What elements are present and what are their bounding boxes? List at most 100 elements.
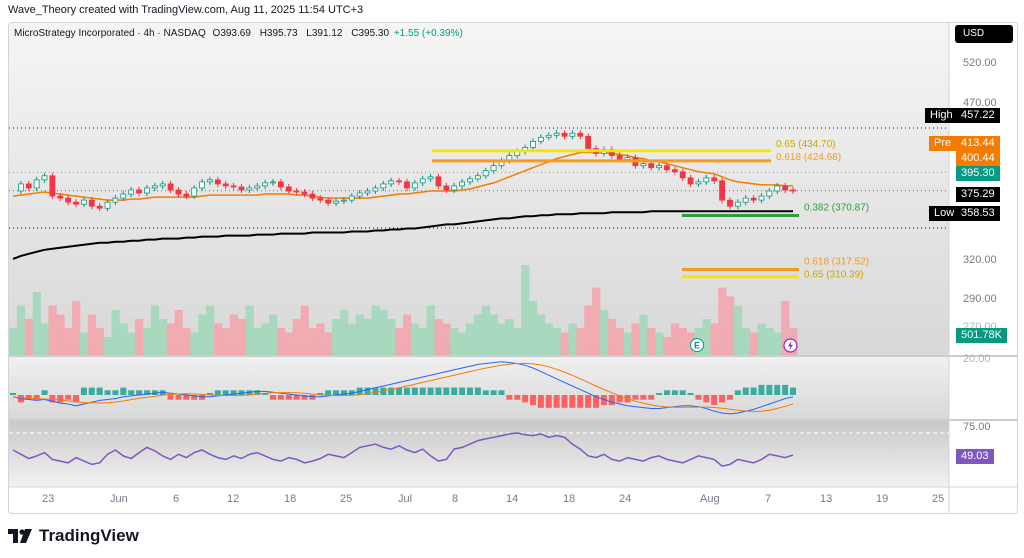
open-key: O <box>212 28 221 39</box>
macd-histogram-bar <box>679 390 686 395</box>
macd-histogram-bar <box>262 393 269 395</box>
volume-bar <box>198 314 207 355</box>
volume-bar <box>489 314 498 355</box>
tradingview-logo-icon <box>8 529 32 543</box>
svg-text:E: E <box>694 341 700 351</box>
macd-histogram-bar <box>388 387 395 395</box>
x-tick: 23 <box>42 493 55 505</box>
rsi-axis-tick: 75.00 <box>963 421 991 433</box>
candle-body <box>341 199 347 202</box>
candle-body <box>782 185 789 191</box>
candle-body <box>711 177 718 182</box>
macd-histogram-bar <box>726 395 733 400</box>
volume-bar <box>190 332 199 355</box>
macd-histogram-bar <box>671 390 678 395</box>
macd-histogram-bar <box>364 387 371 395</box>
high-value: 395.73 <box>266 28 298 39</box>
ema-price-tag: 400.44 <box>956 151 1000 166</box>
macd-histogram-bar <box>466 387 473 395</box>
pre-market-price-tag: 413.44 <box>956 136 1000 151</box>
volume-bar <box>119 323 128 355</box>
candle-body <box>57 195 64 199</box>
candle-body <box>65 197 72 203</box>
x-tick: 19 <box>876 493 889 505</box>
chart-frame[interactable]: 0.65 (434.70) 0.618 (424.68) 0.382 (370.87… <box>8 22 1018 514</box>
macd-histogram-bar <box>703 395 710 403</box>
macd-histogram-bar <box>719 395 726 403</box>
currency-button[interactable]: USD <box>955 25 1013 43</box>
candle-body <box>128 189 135 195</box>
fib-650-label: 0.65 (434.70) <box>776 139 836 150</box>
chart-canvas[interactable]: 0.65 (434.70) 0.618 (424.68) 0.382 (370.87… <box>9 23 1017 513</box>
candle-body <box>742 197 749 203</box>
x-tick: 25 <box>932 493 945 505</box>
volume-bar <box>607 319 617 355</box>
candle-body <box>285 186 292 192</box>
macd-histogram-bar <box>10 393 16 395</box>
volume-bar <box>371 305 380 355</box>
macd-histogram-bar <box>530 395 536 406</box>
candle-body <box>616 155 623 160</box>
volume-bar <box>284 332 294 355</box>
macd-histogram-bar <box>506 395 513 400</box>
candle-body <box>73 201 79 205</box>
high-tag: High <box>925 108 958 123</box>
sma-price-tag: 375.29 <box>956 187 1000 202</box>
candle-body <box>41 175 48 181</box>
x-tick: Jun <box>110 493 128 505</box>
macd-histogram-bar <box>766 384 773 395</box>
volume-bar <box>473 314 483 355</box>
candle-body <box>459 181 465 187</box>
volume-bar <box>158 319 168 355</box>
candle-body <box>191 187 198 197</box>
candle-body <box>766 190 773 197</box>
main-pane-bg <box>9 23 949 355</box>
candle-body <box>246 187 253 191</box>
volume-bar <box>513 328 522 355</box>
macd-histogram-bar <box>600 395 607 406</box>
x-tick: Jul <box>398 493 413 505</box>
volume-bar <box>584 305 593 355</box>
macd-histogram-bar <box>270 395 276 400</box>
tradingview-logo[interactable]: TradingView <box>8 526 139 546</box>
macd-histogram-bar <box>25 395 32 400</box>
macd-histogram-bar <box>687 393 694 395</box>
x-tick: 18 <box>284 493 297 505</box>
macd-histogram-bar <box>254 390 261 395</box>
price-tick: 520.00 <box>963 57 997 69</box>
x-tick: 7 <box>765 493 772 505</box>
signal-line <box>12 362 794 413</box>
macd-histogram-bar <box>790 387 796 395</box>
macd-histogram-bar <box>73 395 80 403</box>
candle-body <box>309 193 316 199</box>
candle-body <box>490 165 497 172</box>
macd-histogram-bar <box>537 395 544 408</box>
candle-body <box>270 181 276 184</box>
candle-body <box>734 201 741 207</box>
candle-body <box>199 181 205 189</box>
macd-histogram-bar <box>411 387 418 395</box>
open-value: 393.69 <box>220 28 251 39</box>
candle-body <box>372 187 379 192</box>
x-tick: 25 <box>340 493 353 505</box>
macd-histogram-bar <box>490 390 497 395</box>
macd-histogram-bar <box>167 395 174 400</box>
volume-bar <box>150 305 160 355</box>
macd-histogram-bar <box>325 390 332 395</box>
candle-body <box>561 132 568 137</box>
candle-body <box>396 180 402 183</box>
macd-histogram-bar <box>522 395 529 403</box>
candle-body <box>679 171 686 179</box>
earnings-icon[interactable]: E <box>690 338 704 352</box>
volume-bar <box>324 332 333 355</box>
lightning-event-icon[interactable] <box>783 338 798 353</box>
candle-body <box>388 180 395 185</box>
macd-histogram-bar <box>120 387 127 395</box>
volume-bar <box>410 323 420 355</box>
candle-body <box>175 189 182 195</box>
candle-body <box>301 191 308 195</box>
macd-histogram-bar <box>301 395 308 400</box>
macd-histogram-bar <box>214 390 221 395</box>
candle-body <box>317 197 324 201</box>
candle-body <box>427 176 434 180</box>
